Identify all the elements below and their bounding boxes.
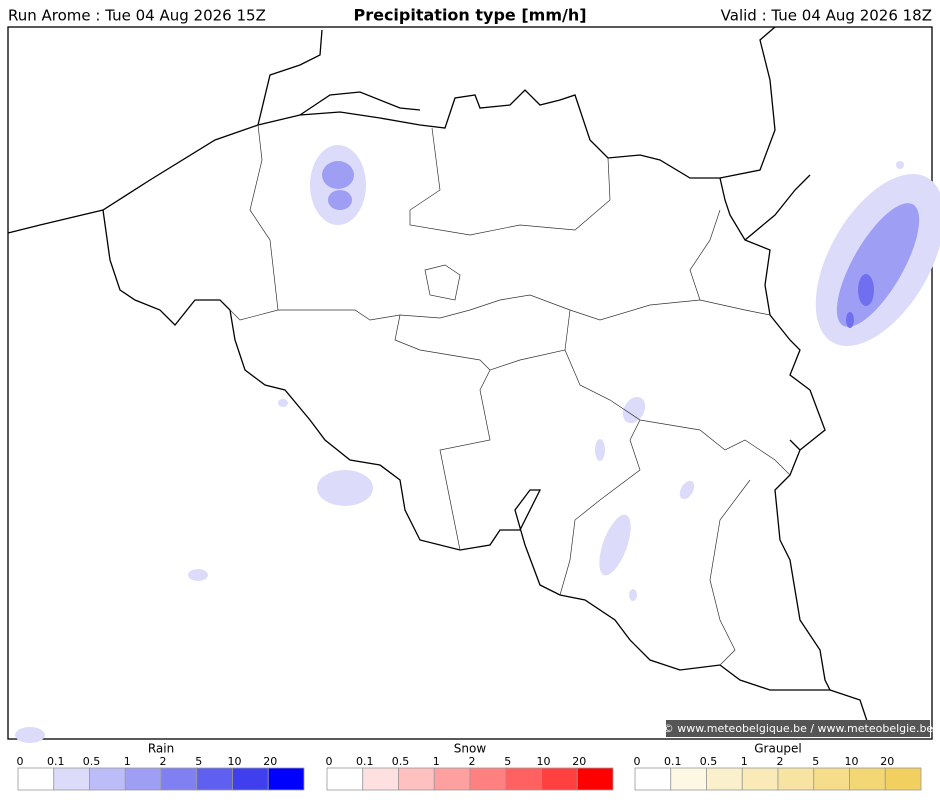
legend-swatch [706, 767, 743, 791]
legend-tick-label: 0 [326, 755, 333, 768]
credit: © www.meteobelgique.be / www.meteobelgie… [663, 722, 934, 735]
legend-swatch [326, 767, 364, 791]
legend-swatch [53, 767, 90, 791]
legend-tick-label: 1 [433, 755, 440, 768]
legend-swatch [849, 767, 886, 791]
legend-tick-label: 20 [572, 755, 586, 768]
legend-swatch [196, 767, 233, 791]
legend-tick-label: 1 [124, 755, 131, 768]
legend-swatch [541, 767, 578, 791]
legend-swatch [813, 767, 850, 791]
legend-swatch [505, 767, 542, 791]
legend-swatch [634, 767, 672, 791]
legend-tick-label: 20 [263, 755, 277, 768]
legend-swatch [267, 767, 305, 791]
legend-swatch [884, 767, 922, 791]
legend-tick-label: 5 [812, 755, 819, 768]
legend-tick-label: 1 [741, 755, 748, 768]
legend-tick-label: 0.5 [700, 755, 718, 768]
legend-swatch [89, 767, 126, 791]
legend-tick-label: 5 [195, 755, 202, 768]
legend-tick-label: 10 [228, 755, 242, 768]
legend-swatch [160, 767, 198, 791]
legend-title: Graupel [754, 742, 802, 756]
legend-tick-label: 0.1 [47, 755, 65, 768]
map: © www.meteobelgique.be / www.meteobelgie… [7, 26, 940, 743]
legend-tick-label: 0.1 [664, 755, 682, 768]
legend-title: Snow [454, 742, 487, 756]
legend-swatch [741, 767, 779, 791]
valid-label: Valid : Tue 04 Aug 2026 18Z [721, 7, 932, 25]
legend-swatch [469, 767, 507, 791]
legend-tick-label: 10 [845, 755, 859, 768]
legend-tick-label: 2 [469, 755, 476, 768]
legend-tick-label: 5 [504, 755, 511, 768]
legend-tick-label: 10 [537, 755, 551, 768]
legend-tick-label: 0.1 [356, 755, 374, 768]
legend-swatch [398, 767, 435, 791]
legend-title: Rain [148, 742, 174, 756]
legend-swatch [670, 767, 707, 791]
run-label: Run Arome : Tue 04 Aug 2026 15Z [8, 7, 266, 25]
legend-tick-label: 2 [777, 755, 784, 768]
legend-swatch [362, 767, 399, 791]
legend-tick-label: 0 [17, 755, 24, 768]
map-title: Precipitation type [mm/h] [353, 6, 586, 25]
legend-tick-label: 20 [880, 755, 894, 768]
legend-tick-label: 0.5 [392, 755, 410, 768]
legend-swatch [17, 767, 55, 791]
legend-swatch [433, 767, 471, 791]
legend-swatch [232, 767, 269, 791]
legend-tick-label: 0 [634, 755, 641, 768]
legend-tick-label: 0.5 [83, 755, 101, 768]
legend-swatch [777, 767, 815, 791]
legend-swatch [124, 767, 162, 791]
legend-tick-label: 2 [160, 755, 167, 768]
legend-swatch [576, 767, 614, 791]
